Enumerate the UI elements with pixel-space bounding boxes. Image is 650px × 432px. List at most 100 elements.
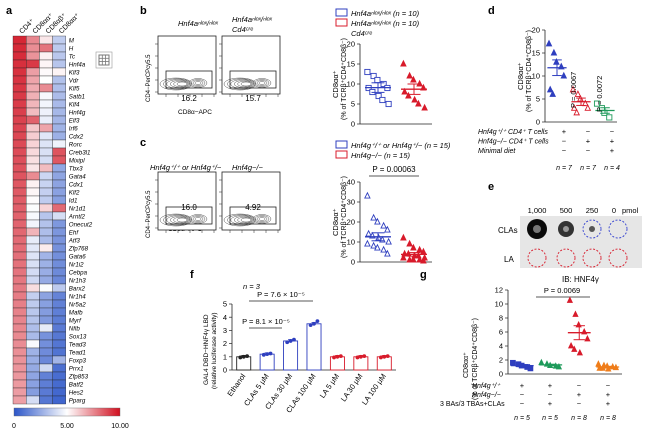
- heatmap-cell: [52, 267, 66, 277]
- condition-label: Hnf4g−/− CD4⁺ T cells: [478, 139, 549, 146]
- data-point: [584, 103, 592, 111]
- heatmap-cell: [52, 363, 66, 373]
- flow-contour: [192, 80, 204, 86]
- data-point: [574, 90, 582, 97]
- condition-mark: +: [606, 399, 611, 408]
- data-point: [285, 340, 290, 345]
- heatmap-cell: [52, 59, 66, 69]
- heatmap-cell: [12, 147, 27, 157]
- y-tick-label: 20: [347, 218, 355, 227]
- data-point: [364, 191, 371, 199]
- data-point: [416, 79, 423, 87]
- data-point: [370, 72, 377, 80]
- heatmap-gene-label: Hnf4g: [69, 109, 86, 116]
- heatmap-cell: [26, 395, 40, 405]
- heatmap-cell: [52, 211, 66, 221]
- table-icon[interactable]: [95, 51, 113, 69]
- condition-mark: +: [610, 137, 615, 146]
- dot-conc: 1,000: [528, 206, 547, 215]
- condition-mark: +: [606, 390, 611, 399]
- data-point: [355, 355, 360, 360]
- heatmap-cell: [12, 299, 27, 309]
- flow-b-left-title: Hnf4aⁿˡᵒˣ/ⁿˡᵒˣ: [178, 19, 218, 28]
- blot-dot: [582, 248, 602, 268]
- heatmap-cell: [12, 307, 27, 317]
- data-point: [338, 354, 343, 359]
- heatmap-cell: [52, 219, 66, 229]
- heatmap-cell: [26, 147, 40, 157]
- data-point: [406, 239, 413, 247]
- heatmap-cell: [39, 307, 53, 317]
- data-point: [364, 68, 371, 76]
- blot-dot: [608, 219, 628, 239]
- flow-contour: [166, 79, 191, 89]
- heatmap-cell: [26, 195, 40, 205]
- y-tick-label: 10: [495, 300, 503, 309]
- heatmap-cell: [12, 211, 27, 221]
- heatmap-cell: [52, 331, 66, 341]
- heatmap-gene-label: H: [69, 45, 74, 52]
- heatmap-gene-label: Klf4: [69, 101, 80, 108]
- condition-label: Hnf4g−/−: [472, 392, 501, 399]
- heatmap-cell: [26, 123, 40, 133]
- data-point: [268, 351, 273, 356]
- heatmap-cell: [12, 379, 27, 389]
- g-ylabel: CD8αα⁺: [463, 352, 470, 378]
- data-point: [374, 243, 381, 251]
- heatmap-gene-label: Zfp768: [68, 245, 89, 252]
- heatmap-cell: [52, 379, 66, 389]
- flow-plot-frame: [221, 171, 281, 231]
- heatmap-gene-label: M: [69, 37, 75, 44]
- heatmap-cell: [12, 331, 27, 341]
- heatmap-cell: [52, 395, 66, 405]
- x-tick-label: LA 5 μM: [318, 372, 341, 400]
- data-point: [238, 355, 243, 360]
- data-point: [378, 355, 383, 360]
- flow-contour: [258, 81, 266, 85]
- flow-contour: [190, 79, 206, 87]
- flow-contour: [230, 79, 255, 89]
- f-ylabel2: (relative luciferase activity): [211, 312, 218, 389]
- heatmap-cell: [12, 43, 27, 53]
- scatter-d: 0 5 10 15 20 CD8αα⁺ (% of TCRβ⁺CD4⁺CD8β⁻) P = …: [478, 26, 620, 172]
- heatmap-cell: [52, 35, 66, 45]
- legend-b-swatch-2: [335, 18, 348, 27]
- heatmap-gene-label: Prrx1: [69, 365, 84, 372]
- heatmap-cell: [26, 163, 40, 173]
- y-tick-label: 1: [223, 352, 227, 361]
- heatmap-cell: [52, 387, 66, 397]
- heatmap-gene-label: Hes2: [69, 389, 84, 396]
- f-n: n = 3: [243, 282, 261, 291]
- legend-c-swatch-1: [335, 140, 348, 149]
- heatmap-gene-label: Tc: [69, 53, 76, 60]
- condition-label: Hnf4g⁺/⁺: [472, 383, 501, 390]
- panel-letter-g: g: [420, 269, 427, 281]
- condition-mark: −: [586, 127, 591, 136]
- flow-plot-frame: [157, 35, 217, 95]
- heatmap-cell: [12, 139, 27, 149]
- heatmap-cell: [39, 363, 53, 373]
- heatmap-cell: [26, 251, 40, 261]
- heatmap-colorbar: [13, 407, 121, 417]
- heatmap-cell: [39, 35, 53, 45]
- flow-b-right-value: 15.7: [245, 94, 261, 103]
- bar-chart-f: GAL4 DBD−HNF4γ LBD (relative luciferase …: [203, 282, 396, 414]
- sample-size: n = 4: [604, 165, 620, 172]
- heatmap-cell: [39, 155, 53, 165]
- heatmap-cell: [12, 395, 27, 405]
- y-tick-label: 0: [351, 258, 355, 267]
- data-point: [400, 59, 407, 67]
- condition-mark: +: [548, 381, 553, 390]
- heatmap-cell: [39, 251, 53, 261]
- data-point: [605, 365, 612, 372]
- heatmap-cell: [52, 243, 66, 253]
- data-point: [560, 71, 568, 79]
- legend-c-swatch-2: [335, 150, 348, 159]
- heatmap-cell: [26, 51, 40, 61]
- condition-mark: +: [548, 399, 553, 408]
- heatmap-cell: [26, 371, 40, 381]
- heatmap-cell: [12, 195, 27, 205]
- heatmap-cell: [12, 123, 27, 133]
- heatmap-gene-label: Gata4: [69, 173, 86, 180]
- heatmap-cell: [12, 163, 27, 173]
